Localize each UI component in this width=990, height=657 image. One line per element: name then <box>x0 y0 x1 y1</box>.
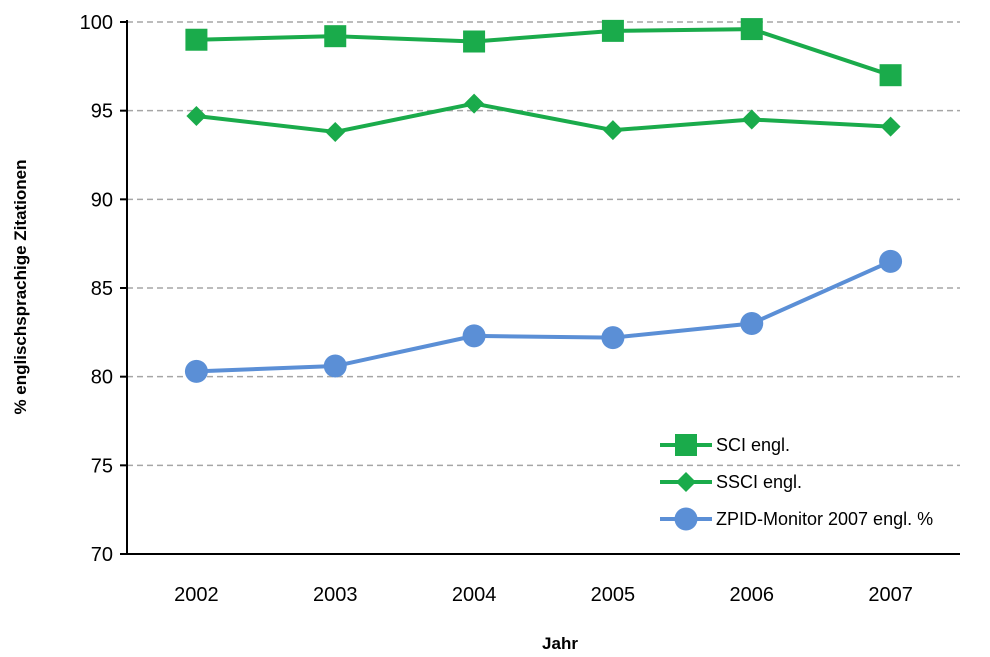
y-tick-label: 85 <box>91 278 113 300</box>
y-tick-label: 100 <box>80 12 113 34</box>
legend-marker <box>676 472 696 492</box>
y-tick-label: 80 <box>91 367 113 389</box>
data-point <box>879 249 903 273</box>
data-point <box>602 120 623 141</box>
legend-marker <box>674 507 698 531</box>
legend-item-2: SSCI engl. <box>660 472 802 492</box>
legend-marker <box>675 434 697 456</box>
x-axis-title: Jahr <box>542 634 578 653</box>
legend: SCI engl. SSCI engl. ZPID-Monitor 2007 eng… <box>660 434 933 531</box>
y-tick-label: 90 <box>91 189 113 211</box>
data-point <box>184 359 208 383</box>
x-tick-label: 2005 <box>591 584 636 606</box>
data-point <box>463 30 486 53</box>
series-line <box>196 101 891 134</box>
data-point <box>741 109 762 130</box>
series-3 <box>184 249 903 383</box>
data-point <box>879 64 902 87</box>
data-point <box>880 116 901 137</box>
y-axis-title: % englischsprachige Zitationen <box>11 159 30 414</box>
legend-label: SSCI engl. <box>716 472 802 492</box>
series-line <box>196 27 892 78</box>
x-tick-label: 2002 <box>174 584 219 606</box>
y-tick-labels: 70 75 80 85 90 95 100 <box>80 12 127 566</box>
data-point <box>601 326 625 350</box>
legend-item-3: ZPID-Monitor 2007 engl. % <box>660 507 933 531</box>
y-tick-label: 75 <box>91 455 113 477</box>
x-tick-labels: 2002 2003 2004 2005 2006 2007 <box>174 584 913 606</box>
data-point <box>601 19 624 42</box>
x-tick-label: 2007 <box>868 584 913 606</box>
data-point <box>324 25 347 48</box>
data-point <box>464 93 485 114</box>
x-tick-label: 2003 <box>313 584 358 606</box>
data-point <box>740 311 764 335</box>
x-tick-label: 2004 <box>452 584 497 606</box>
data-point <box>325 121 346 142</box>
legend-item-1: SCI engl. <box>660 434 790 456</box>
legend-label: SCI engl. <box>716 435 790 455</box>
data-point <box>185 28 208 51</box>
data-point <box>740 18 763 41</box>
data-point <box>323 354 347 378</box>
legend-label: ZPID-Monitor 2007 engl. % <box>716 509 933 529</box>
series-line <box>196 259 892 374</box>
data-point <box>186 105 207 126</box>
series-group <box>184 18 903 383</box>
y-tick-label: 70 <box>91 544 113 566</box>
x-tick-label: 2006 <box>730 584 775 606</box>
gridlines <box>127 21 960 467</box>
y-tick-label: 95 <box>91 101 113 123</box>
series-2 <box>186 93 901 142</box>
data-point <box>462 324 486 348</box>
series-1 <box>185 18 902 87</box>
